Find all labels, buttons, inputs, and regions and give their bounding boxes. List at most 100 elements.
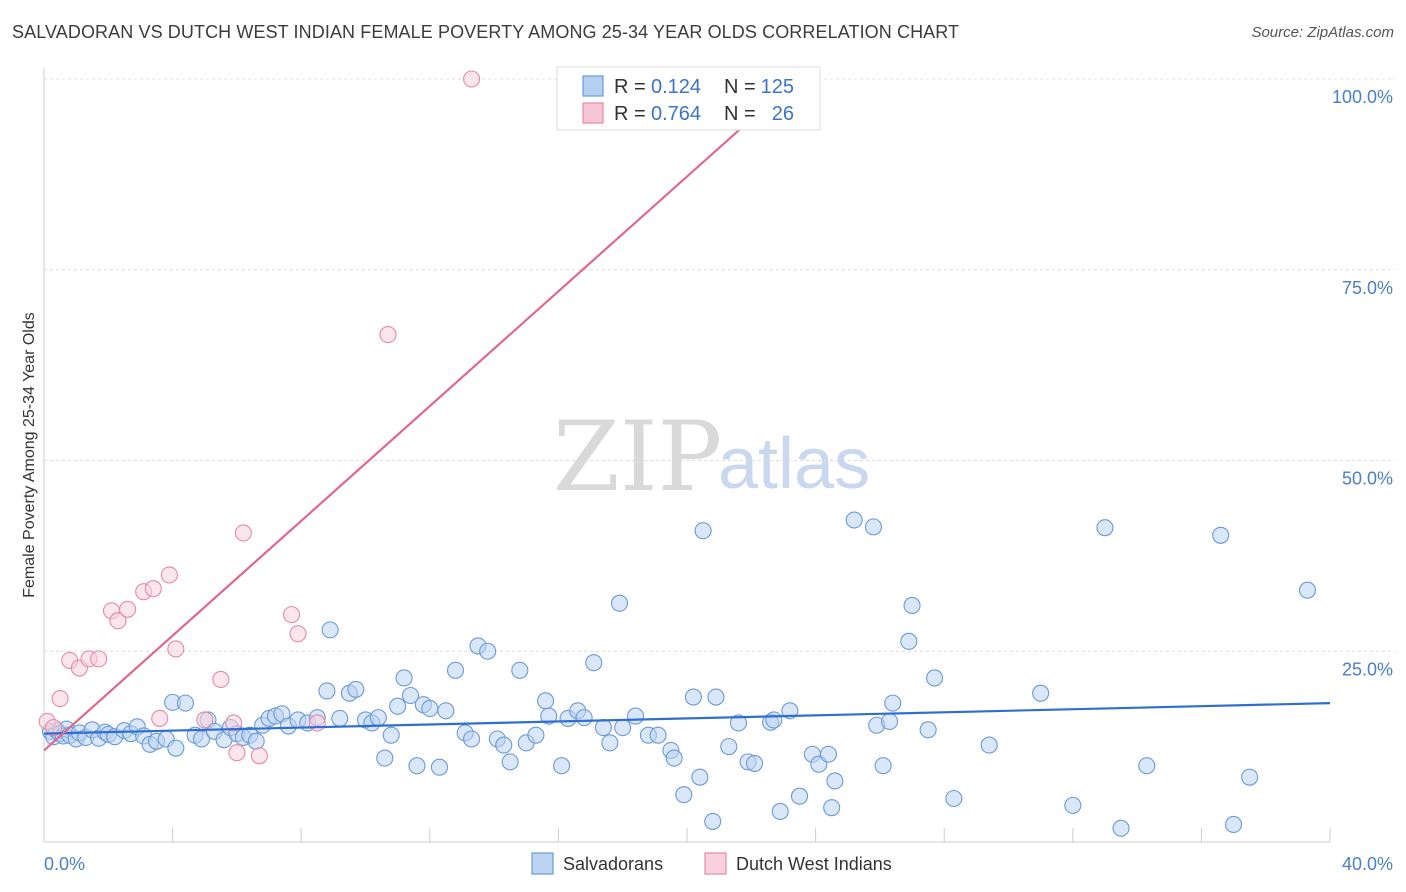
y-tick-label-75: 75.0%: [1342, 278, 1393, 298]
salvadoran-point-82: [614, 718, 632, 737]
salvadoran-point-23: [167, 739, 185, 757]
salvadoran-point-67: [495, 736, 513, 754]
dutch-west-indian-point-25: [463, 70, 481, 88]
dutch-west-indian-point-20: [250, 747, 268, 765]
salvadoran-point-34: [247, 732, 265, 750]
trend-line-dutch-west-indians: [43, 89, 785, 752]
salvadoran-point-102: [790, 787, 809, 805]
salvadoran-point-73: [540, 707, 558, 725]
stats-r-label-dutch-west-indians: R =: [614, 103, 646, 125]
salvadoran-point-52: [382, 726, 400, 744]
salvadoran-point-72: [536, 692, 555, 710]
salvadoran-point-79: [594, 718, 612, 737]
salvadoran-point-50: [369, 709, 387, 727]
salvadoran-point-108: [845, 511, 863, 529]
salvadoran-point-59: [430, 758, 448, 776]
watermark-zip: ZIP: [553, 401, 722, 513]
stats-r-label-salvadorans: R =: [614, 76, 646, 98]
watermark-atlas: atlas: [718, 424, 870, 504]
salvadoran-point-87: [665, 749, 683, 767]
stats-box: R = 0.124 N = 125 R = 0.764 N = 26: [556, 66, 821, 131]
salvadoran-point-109: [864, 518, 883, 536]
stats-n-value-salvadorans: 125: [761, 76, 794, 98]
dutch-west-indian-point-14: [167, 640, 185, 658]
salvadoran-point-68: [501, 753, 519, 771]
stats-n-value-dutch-west-indians: 26: [772, 103, 794, 125]
dutch-west-indian-point-11: [144, 580, 162, 598]
salvadoran-point-53: [389, 697, 407, 715]
y-tick-labels: 25.0% 50.0% 75.0% 100.0%: [1332, 87, 1393, 679]
salvadoran-point-80: [601, 734, 619, 752]
salvadoran-point-112: [880, 712, 899, 730]
dutch-west-indian-point-8: [109, 612, 127, 630]
legend: Salvadorans Dutch West Indians: [531, 852, 892, 875]
stats-swatch-salvadorans: [582, 75, 604, 97]
salvadoran-point-126: [1225, 815, 1243, 834]
dutch-west-indian-point-17: [225, 714, 243, 732]
salvadoran-point-65: [479, 642, 497, 660]
dutch-west-indian-point-13: [160, 566, 178, 584]
salvadoran-point-81: [610, 594, 629, 612]
salvadoran-point-91: [694, 522, 712, 540]
salvadoran-point-116: [919, 721, 937, 739]
salvadoran-point-83: [627, 707, 645, 725]
dutch-west-indian-point-23: [308, 714, 326, 732]
salvadoran-point-43: [318, 682, 336, 700]
salvadoran-point-56: [408, 757, 426, 775]
salvadoran-point-95: [729, 714, 747, 732]
salvadoran-point-90: [691, 768, 709, 786]
salvadoran-point-115: [903, 596, 921, 615]
salvadoran-point-111: [874, 757, 892, 775]
dutch-west-indian-point-16: [212, 670, 230, 689]
salvadoran-point-118: [945, 789, 963, 808]
dutch-west-indian-point-24: [379, 326, 397, 344]
salvadoran-point-107: [826, 772, 844, 790]
dutch-west-indian-point-22: [289, 625, 307, 643]
salvadoran-point-71: [527, 726, 545, 744]
dutch-west-indian-point-12: [151, 709, 169, 727]
salvadoran-point-121: [1064, 796, 1082, 814]
salvadoran-point-55: [401, 686, 420, 705]
salvadoran-point-114: [900, 632, 918, 650]
y-tick-label-100: 100.0%: [1332, 87, 1393, 107]
salvadoran-point-60: [437, 702, 455, 720]
salvadoran-point-124: [1138, 757, 1156, 775]
dutch-west-indian-point-1: [45, 718, 63, 737]
salvadoran-point-85: [649, 726, 667, 744]
salvadoran-point-113: [884, 694, 902, 712]
chart-source: Source: ZipAtlas.com: [1251, 24, 1394, 41]
salvadoran-point-74: [553, 757, 571, 775]
salvadoran-point-94: [720, 738, 738, 756]
dutch-west-indian-point-6: [90, 650, 108, 668]
salvadoran-point-127: [1241, 768, 1259, 786]
stats-swatch-dutch-west-indians: [582, 102, 604, 124]
y-tick-label-25: 25.0%: [1342, 659, 1393, 679]
x-tick-label-max: 40.0%: [1342, 854, 1393, 874]
salvadoran-point-54: [395, 669, 413, 687]
stats-n-label-salvadorans: N =: [724, 76, 756, 98]
dutch-west-indian-point-18: [228, 744, 246, 762]
dutch-west-indian-point-15: [196, 711, 214, 729]
trend-lines: [43, 89, 1331, 752]
salvadoran-point-125: [1212, 526, 1230, 544]
legend-label-dutch-west-indians: Dutch West Indians: [736, 854, 892, 874]
y-tick-label-50: 50.0%: [1342, 469, 1393, 489]
y-axis-label: Female Poverty Among 25-34 Year Olds: [21, 312, 38, 598]
salvadoran-point-89: [684, 688, 702, 706]
salvadoran-point-97: [745, 754, 764, 772]
salvadoran-point-93: [707, 688, 725, 706]
dutch-west-indian-point-2: [51, 690, 69, 708]
salvadoran-point-100: [771, 802, 789, 821]
salvadoran-point-47: [347, 680, 365, 698]
salvadoran-point-120: [1032, 684, 1050, 702]
salvadoran-point-69: [511, 661, 529, 679]
legend-swatch-dutch-west-indians: [704, 852, 727, 875]
salvadoran-point-58: [421, 699, 439, 718]
salvadoran-point-99: [765, 711, 783, 729]
salvadoran-point-44: [321, 621, 339, 639]
salvadoran-point-122: [1096, 519, 1114, 537]
grid-lines: [44, 78, 1395, 652]
salvadoran-point-88: [675, 786, 693, 804]
data-points: [38, 70, 1317, 837]
